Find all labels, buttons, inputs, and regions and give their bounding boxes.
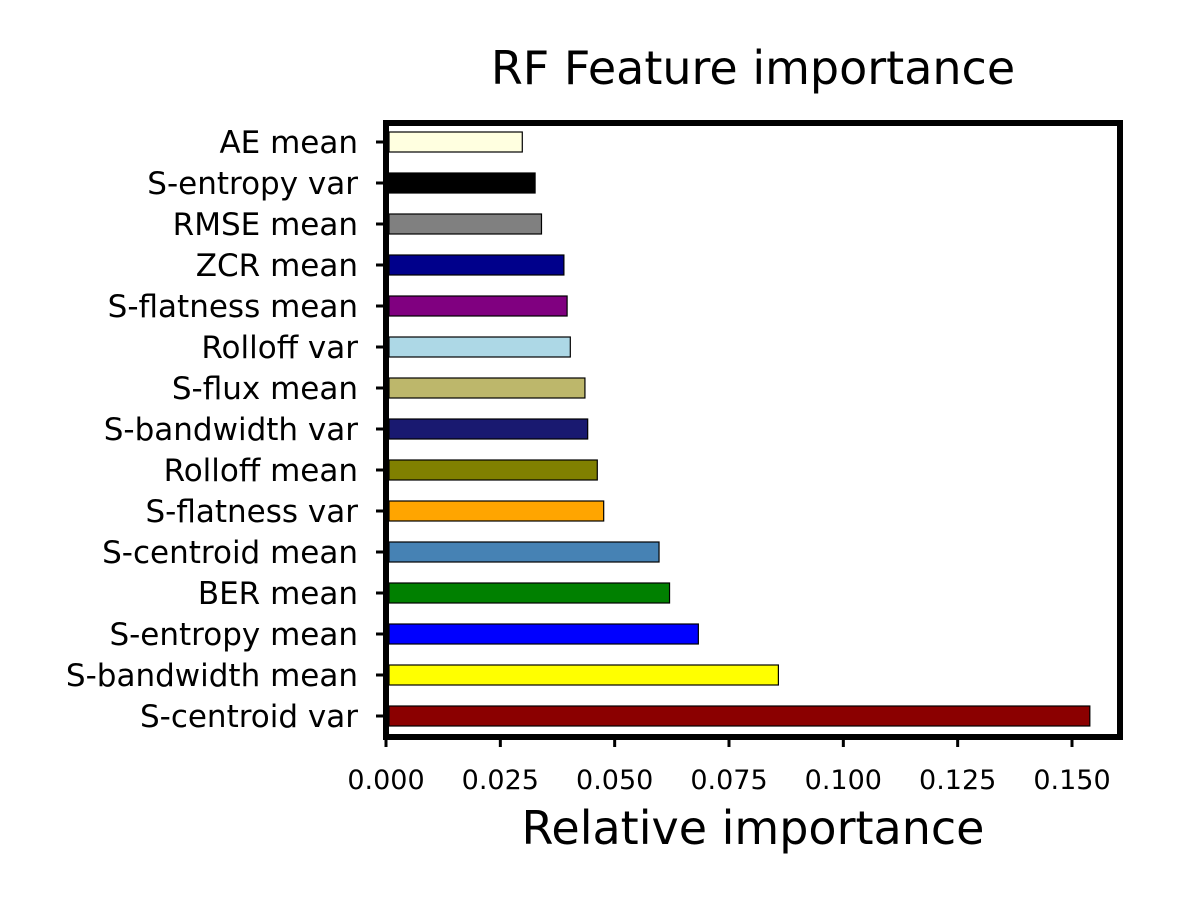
bar-s-flatness-mean: [388, 295, 568, 317]
y-tick-label: RMSE mean: [173, 207, 358, 243]
y-tick-label: S-flux mean: [172, 371, 358, 407]
y-tick-label: S-bandwidth mean: [66, 658, 358, 694]
x-axis-ticks: 0.000 0.025 0.050 0.075 0.100 0.125 0.150: [347, 737, 1111, 796]
bars-layer: [388, 131, 1091, 727]
x-tick-label: 0.075: [690, 765, 767, 796]
y-tick-label: S-bandwidth var: [104, 412, 359, 448]
y-tick-label: Rolloff mean: [164, 453, 358, 489]
bar-s-bandwidth-mean: [388, 664, 779, 686]
bar-rolloff-var: [388, 336, 571, 358]
bar-ae-mean: [388, 131, 523, 153]
y-tick-label: S-centroid mean: [102, 535, 358, 571]
bar-s-entropy-var: [388, 172, 536, 194]
x-tick-label: 0.100: [805, 765, 882, 796]
x-tick-label: 0.025: [462, 765, 539, 796]
chart-title: RF Feature importance: [491, 41, 1015, 95]
bar-s-bandwidth-var: [388, 418, 589, 440]
bar-rolloff-mean: [388, 459, 598, 481]
x-tick-label: 0.125: [919, 765, 996, 796]
y-tick-label: AE mean: [219, 125, 358, 161]
bar-s-flatness-var: [388, 500, 605, 522]
y-tick-label: S-entropy var: [147, 166, 358, 202]
bar-zcr-mean: [388, 254, 565, 276]
y-tick-label: S-flatness var: [145, 494, 358, 530]
plot-frame: [383, 120, 1123, 740]
bar-ber-mean: [388, 582, 671, 604]
bar-s-centroid-mean: [388, 541, 660, 563]
y-tick-label: S-centroid var: [140, 699, 358, 735]
y-axis-ticks: AE mean S-entropy var RMSE mean ZCR mean S-f…: [66, 125, 386, 735]
bar-s-entropy-mean: [388, 623, 699, 645]
y-tick-label: Rolloff var: [201, 330, 358, 366]
bar-s-flux-mean: [388, 377, 586, 399]
x-tick-label: 0.000: [347, 765, 424, 796]
y-tick-label: ZCR mean: [196, 248, 358, 284]
bar-rmse-mean: [388, 213, 543, 235]
bar-s-centroid-var: [388, 705, 1091, 727]
x-axis-label: Relative importance: [522, 801, 985, 855]
y-tick-label: BER mean: [198, 576, 358, 612]
x-tick-label: 0.050: [576, 765, 653, 796]
y-tick-label: S-entropy mean: [109, 617, 358, 653]
y-tick-label: S-flatness mean: [108, 289, 358, 325]
x-tick-label: 0.150: [1033, 765, 1110, 796]
